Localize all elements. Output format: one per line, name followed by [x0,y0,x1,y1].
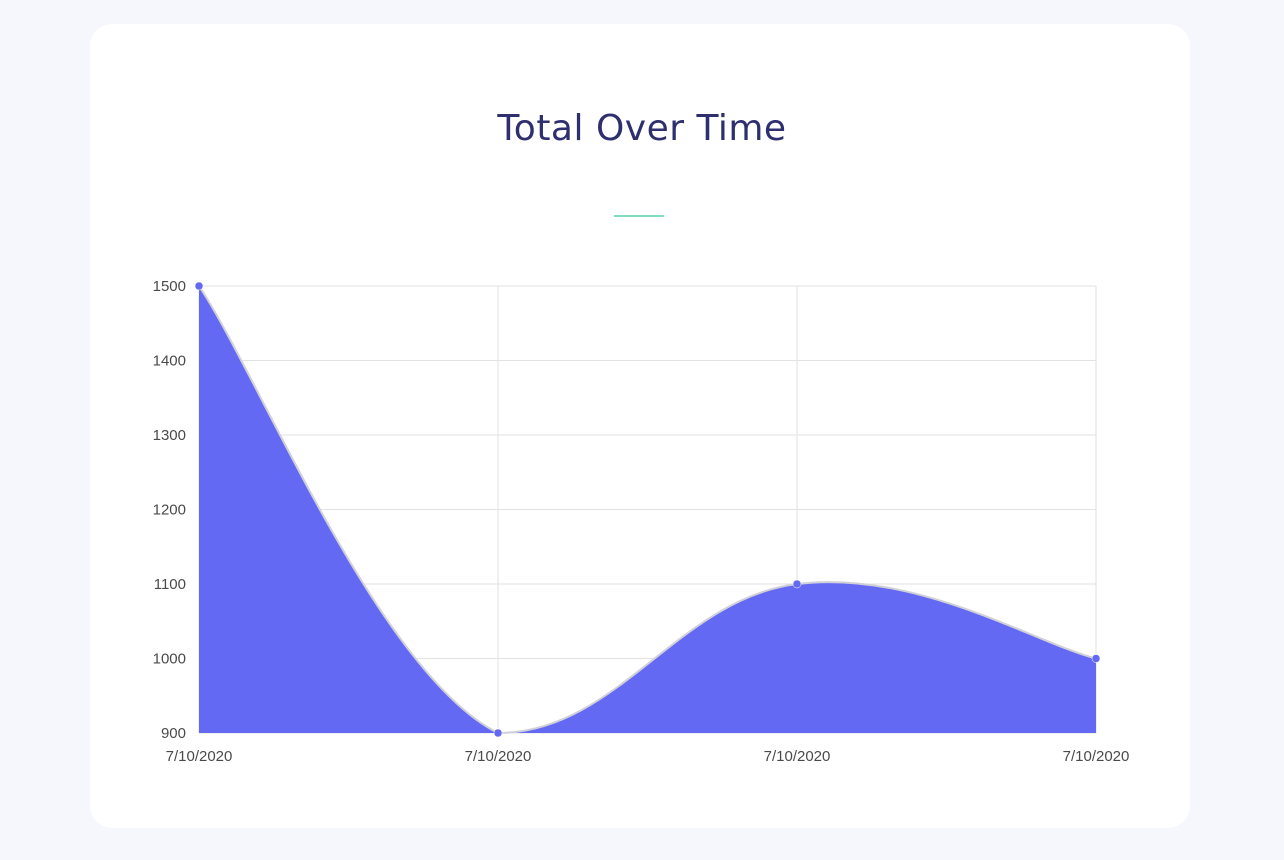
y-axis-ticks: 1500 1400 1300 1200 1100 1000 900 [153,278,186,742]
series-line [198,285,1097,735]
y-tick-label: 900 [161,725,186,742]
x-tick-label: 7/10/2020 [465,748,532,765]
y-tick-label: 1300 [153,427,186,444]
area-series [198,285,1097,735]
area-fill [199,286,1096,733]
y-tick-label: 1500 [153,278,186,295]
data-point[interactable] [493,728,503,738]
x-tick-label: 7/10/2020 [166,748,233,765]
data-point[interactable] [194,281,204,291]
data-points [194,281,1101,738]
data-point[interactable] [792,579,802,589]
x-axis-ticks: 7/10/2020 7/10/2020 7/10/2020 7/10/2020 [166,748,1130,765]
x-tick-label: 7/10/2020 [764,748,831,765]
data-point[interactable] [1091,654,1101,663]
title-underline [614,215,664,217]
y-tick-label: 1100 [154,576,186,593]
y-tick-label: 1000 [153,651,186,668]
x-tick-label: 7/10/2020 [1063,748,1130,765]
chart-title: Total Over Time [497,108,787,149]
y-tick-label: 1200 [153,502,186,519]
y-tick-label: 1400 [153,353,186,370]
